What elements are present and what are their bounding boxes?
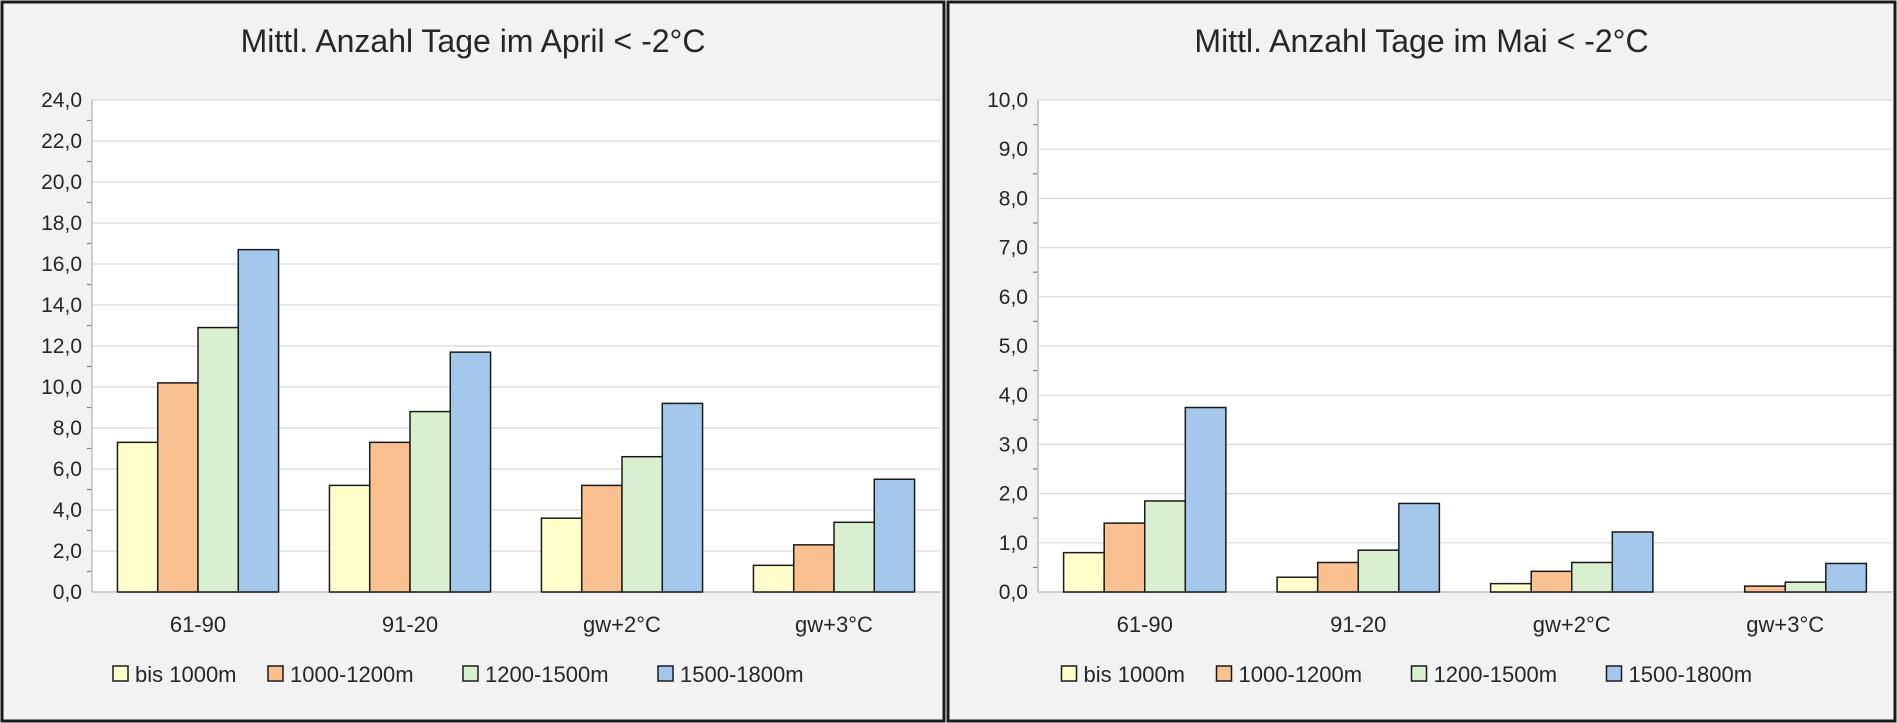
bar-3-1 [197, 326, 240, 593]
chart-panel-2: 0,0 1,0 2,0 3,0 4,0 5,0 6,0 7,0 8,0 9,0 10,0 61-90 9… [946, 0, 1897, 723]
y-tick-label: 24,0 [41, 89, 82, 112]
y-tick-label: 12,0 [41, 335, 82, 358]
legend-label: 1500-1800m [1629, 662, 1753, 687]
bar-1-1 [1062, 551, 1105, 593]
y-tick-label: 5,0 [999, 335, 1028, 358]
legend-item: bis 1000m [1060, 662, 1186, 687]
bar-2-2 [368, 441, 411, 593]
bar-2-1 [1103, 522, 1146, 593]
bar-4-1 [237, 248, 280, 593]
y-tick-label: 9,0 [999, 138, 1028, 161]
x-tick-label: 61-90 [170, 612, 226, 637]
x-tick-label: gw+3°C [1746, 612, 1824, 637]
legend-label: 1500-1800m [680, 662, 804, 687]
bar-1-1 [116, 441, 159, 593]
y-tick-label: 8,0 [999, 187, 1028, 210]
y-tick-label: 6,0 [999, 286, 1028, 309]
y-tick-label: 18,0 [41, 212, 82, 235]
bar-4-3 [661, 402, 704, 593]
legend-label: 1000-1200m [1239, 662, 1363, 687]
bar-4-4 [1825, 562, 1868, 593]
y-tick-label: 16,0 [41, 253, 82, 276]
y-tick-label: 7,0 [999, 237, 1028, 260]
y-tick-label: 0,0 [53, 581, 82, 604]
legend-item: 1000-1200m [1215, 662, 1363, 687]
y-tick-label: 1,0 [999, 532, 1028, 555]
bar-2-3 [580, 484, 623, 593]
bar-1-3 [540, 517, 583, 593]
bar-3-4 [833, 521, 876, 593]
bar-3-4 [1784, 581, 1827, 593]
bar-3-1 [1144, 500, 1187, 593]
bar-2-4 [792, 544, 835, 593]
y-tick-label: 0,0 [999, 581, 1028, 604]
bar-4-2 [449, 351, 492, 593]
legend-item: 1500-1800m [1605, 662, 1753, 687]
chart-panel-1: 0,0 2,0 4,0 6,0 8,0 10,0 12,0 14,0 16,0 18,0 20,0 2… [0, 0, 946, 723]
bar-2-1 [156, 382, 199, 593]
legend-swatch [112, 665, 129, 682]
bar-1-4 [752, 564, 795, 593]
y-tick-label: 14,0 [41, 294, 82, 317]
legend-swatch [1060, 665, 1078, 682]
bar-1-2 [328, 484, 371, 593]
bar-4-3 [1611, 531, 1654, 593]
y-tick-label: 22,0 [41, 130, 82, 153]
bar-3-2 [1357, 549, 1400, 593]
x-tick-label: 91-20 [382, 612, 438, 637]
legend-item: bis 1000m [112, 662, 237, 687]
x-tick-label: 61-90 [1117, 612, 1173, 637]
legend-swatch [267, 665, 284, 682]
legend-item: 1200-1500m [1410, 662, 1558, 687]
y-tick-label: 6,0 [53, 458, 82, 481]
legend-label: 1200-1500m [485, 662, 609, 687]
bar-2-3 [1530, 570, 1573, 593]
y-tick-label: 20,0 [41, 171, 82, 194]
chart-title: Mittl. Anzahl Tage im Mai < -2°C [1194, 23, 1648, 59]
y-tick-label: 4,0 [999, 384, 1028, 407]
chart-title: Mittl. Anzahl Tage im April < -2°C [241, 23, 706, 59]
legend-swatch [657, 665, 674, 682]
y-tick-label: 10,0 [41, 376, 82, 399]
bar-4-4 [873, 478, 916, 593]
y-tick-label: 3,0 [999, 433, 1028, 456]
bar-4-2 [1398, 502, 1441, 593]
bar-1-2 [1276, 576, 1319, 593]
bar-4-1 [1184, 406, 1227, 593]
legend-swatch [1410, 665, 1428, 682]
y-tick-label: 2,0 [999, 483, 1028, 506]
x-tick-label: 91-20 [1330, 612, 1386, 637]
legend-item: 1500-1800m [657, 662, 804, 687]
legend-swatch [1605, 665, 1623, 682]
legend-item: 1200-1500m [462, 662, 609, 687]
legend-label: bis 1000m [1084, 662, 1186, 687]
bar-3-3 [1571, 561, 1614, 593]
y-tick-label: 10,0 [987, 89, 1028, 112]
bar-3-3 [621, 455, 664, 593]
legend-swatch [462, 665, 479, 682]
legend-swatch [1215, 665, 1233, 682]
bar-1-3 [1489, 582, 1532, 593]
legend-label: 1200-1500m [1434, 662, 1558, 687]
y-tick-label: 8,0 [53, 417, 82, 440]
legend-label: 1000-1200m [290, 662, 414, 687]
y-tick-label: 4,0 [53, 499, 82, 522]
bar-2-4 [1743, 585, 1787, 593]
legend-label: bis 1000m [135, 662, 237, 687]
y-tick-label: 2,0 [53, 540, 82, 563]
bar-2-2 [1316, 561, 1360, 593]
legend-item: 1000-1200m [267, 662, 414, 687]
x-tick-label: gw+3°C [795, 612, 873, 637]
bar-3-2 [409, 410, 452, 593]
x-tick-label: gw+2°C [583, 612, 661, 637]
x-tick-label: gw+2°C [1533, 612, 1611, 637]
